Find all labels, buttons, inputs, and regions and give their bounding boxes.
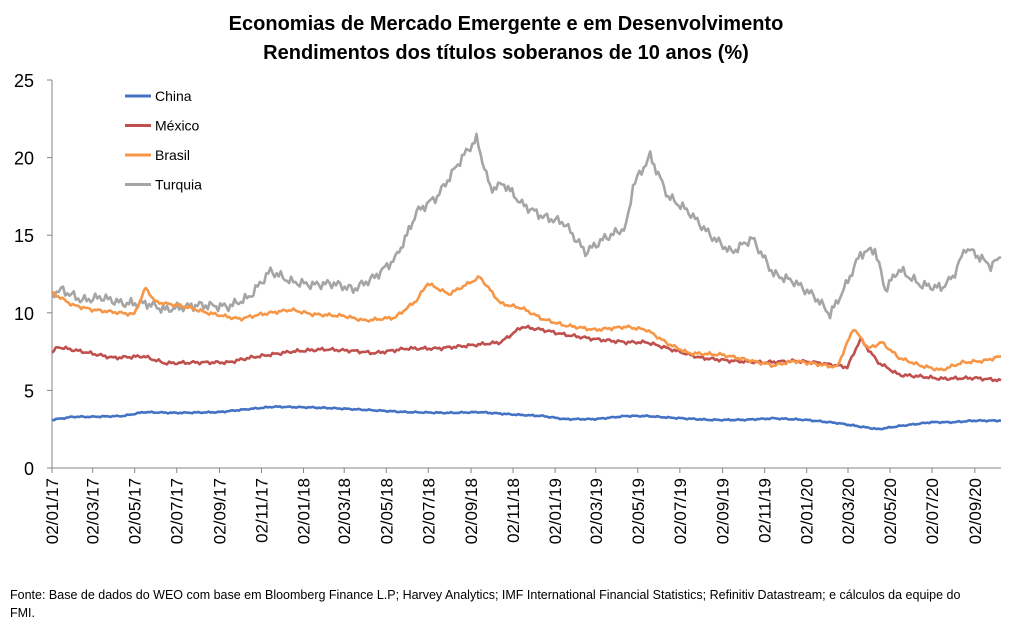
x-tick-label: 02/09/20 <box>966 478 985 544</box>
series-line-turquia <box>50 132 1002 320</box>
x-tick-label: 02/05/20 <box>881 478 900 544</box>
source-note: Fonte: Base de dados do WEO com base em … <box>10 588 961 620</box>
x-tick-label: 02/03/17 <box>84 478 103 544</box>
x-tick-label: 02/05/17 <box>126 478 145 544</box>
series-line-china <box>51 404 1002 431</box>
y-tick-label: 10 <box>14 304 34 324</box>
x-tick-label: 02/03/18 <box>335 478 354 544</box>
legend-label: China <box>155 88 192 104</box>
x-tick-label: 02/07/20 <box>923 478 942 544</box>
legend-label: México <box>155 118 200 134</box>
y-tick-label: 5 <box>24 381 34 401</box>
legend-label: Brasil <box>155 147 190 163</box>
y-tick-label: 20 <box>14 149 34 169</box>
series-line-brasil <box>51 275 1002 372</box>
x-tick-label: 02/03/20 <box>839 478 858 544</box>
legend-label: Turquia <box>155 177 202 193</box>
x-tick-label: 02/09/17 <box>210 478 229 544</box>
x-tick-label: 02/03/19 <box>587 478 606 544</box>
x-tick-label: 02/01/18 <box>295 478 314 544</box>
series-line-méxico <box>51 324 1002 383</box>
x-tick-label: 02/01/20 <box>798 478 817 544</box>
x-tick-label: 02/05/19 <box>629 478 648 544</box>
x-tick-label: 02/07/19 <box>671 478 690 544</box>
x-tick-label: 02/09/18 <box>462 478 481 544</box>
y-tick-label: 15 <box>14 226 34 246</box>
series-group <box>50 132 1002 431</box>
x-tick-label: 02/07/17 <box>168 478 187 544</box>
axes: 0 5 10 15 20 25 02/01/17 02/03/17 02/05/17 02/07/… <box>14 71 1001 544</box>
y-tick-label: 0 <box>24 459 34 479</box>
x-tick-label: 02/05/18 <box>377 478 396 544</box>
x-tick-label: 02/09/19 <box>714 478 733 544</box>
legend: China México Brasil Turquia <box>125 88 202 193</box>
x-tick-label: 02/07/18 <box>419 478 438 544</box>
chart-title: Economias de Mercado Emergente e em Dese… <box>228 13 784 35</box>
x-tick-label: 02/01/17 <box>43 478 62 544</box>
x-tick-label: 02/11/17 <box>253 478 272 543</box>
x-tick-label: 02/11/19 <box>756 478 775 543</box>
x-tick-label: 02/11/18 <box>504 478 523 543</box>
x-tick-label: 02/01/19 <box>546 478 565 544</box>
y-tick-label: 25 <box>14 71 34 91</box>
chart-subtitle: Rendimentos dos títulos soberanos de 10 … <box>263 42 749 64</box>
